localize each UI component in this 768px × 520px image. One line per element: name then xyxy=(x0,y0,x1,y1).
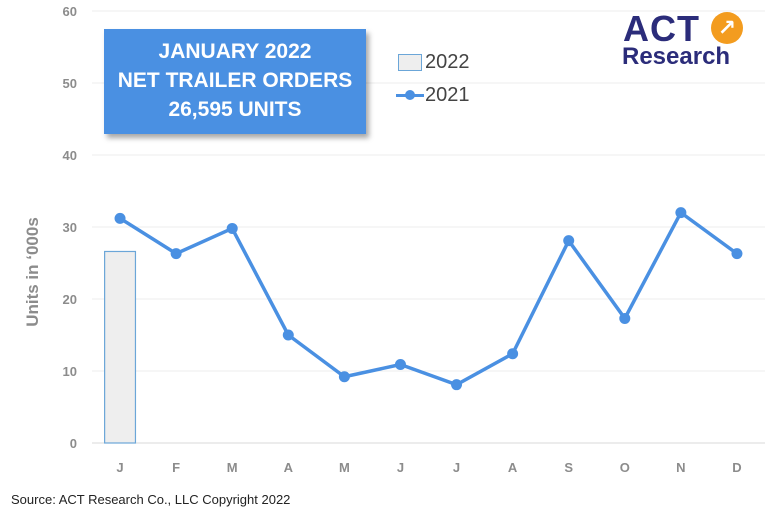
x-tick-label: M xyxy=(339,460,350,475)
legend-label-2021: 2021 xyxy=(425,84,470,106)
callout-line-2: NET TRAILER ORDERS xyxy=(117,69,353,92)
x-tick-label: J xyxy=(116,460,123,475)
x-tick-label: O xyxy=(620,460,630,475)
data-point xyxy=(170,248,182,260)
y-axis-label: Units in ‘000s xyxy=(23,217,42,327)
legend-label-2022: 2022 xyxy=(425,51,470,73)
y-tick-label: 40 xyxy=(63,148,77,163)
data-point xyxy=(226,222,238,234)
data-point xyxy=(619,312,631,324)
x-tick-label: F xyxy=(172,460,180,475)
y-tick-label: 0 xyxy=(70,436,77,451)
data-point xyxy=(563,235,575,247)
y-axis-ticks: 0 10 20 30 40 50 60 xyxy=(63,4,77,451)
act-research-logo: ACT ↗ Research xyxy=(620,10,750,72)
y-tick-label: 20 xyxy=(63,292,77,307)
logo-act-text: ACT xyxy=(623,8,700,49)
legend-swatch-dot xyxy=(405,90,415,100)
data-point xyxy=(338,371,350,383)
y-tick-label: 60 xyxy=(63,4,77,19)
x-tick-label: J xyxy=(397,460,404,475)
x-tick-label: A xyxy=(508,460,518,475)
data-point xyxy=(451,379,463,391)
bar xyxy=(104,250,137,444)
callout-line-1: JANUARY 2022 xyxy=(158,40,312,63)
x-tick-label: M xyxy=(227,460,238,475)
data-point xyxy=(675,207,687,219)
legend-swatch-bar xyxy=(398,54,422,71)
line-2021 xyxy=(114,207,743,391)
arrow-icon: ↗ xyxy=(711,12,743,44)
x-tick-label: J xyxy=(453,460,460,475)
data-point xyxy=(731,248,743,260)
logo-research-text: Research xyxy=(622,43,731,70)
data-point xyxy=(114,212,126,224)
x-tick-label: A xyxy=(284,460,294,475)
headline-callout: JANUARY 2022 NET TRAILER ORDERS 26,595 U… xyxy=(104,29,366,134)
source-note: Source: ACT Research Co., LLC Copyright … xyxy=(11,492,291,507)
data-point xyxy=(282,329,294,341)
series-line-2021 xyxy=(119,210,738,387)
x-tick-label: D xyxy=(732,460,741,475)
x-tick-label: N xyxy=(676,460,685,475)
y-tick-label: 50 xyxy=(63,76,77,91)
data-point xyxy=(507,348,519,360)
bars-2022 xyxy=(104,250,137,444)
x-tick-label: S xyxy=(564,460,573,475)
data-point xyxy=(394,359,406,371)
y-tick-label: 10 xyxy=(63,364,77,379)
y-tick-label: 30 xyxy=(63,220,77,235)
callout-line-3: 26,595 UNITS xyxy=(168,98,302,121)
